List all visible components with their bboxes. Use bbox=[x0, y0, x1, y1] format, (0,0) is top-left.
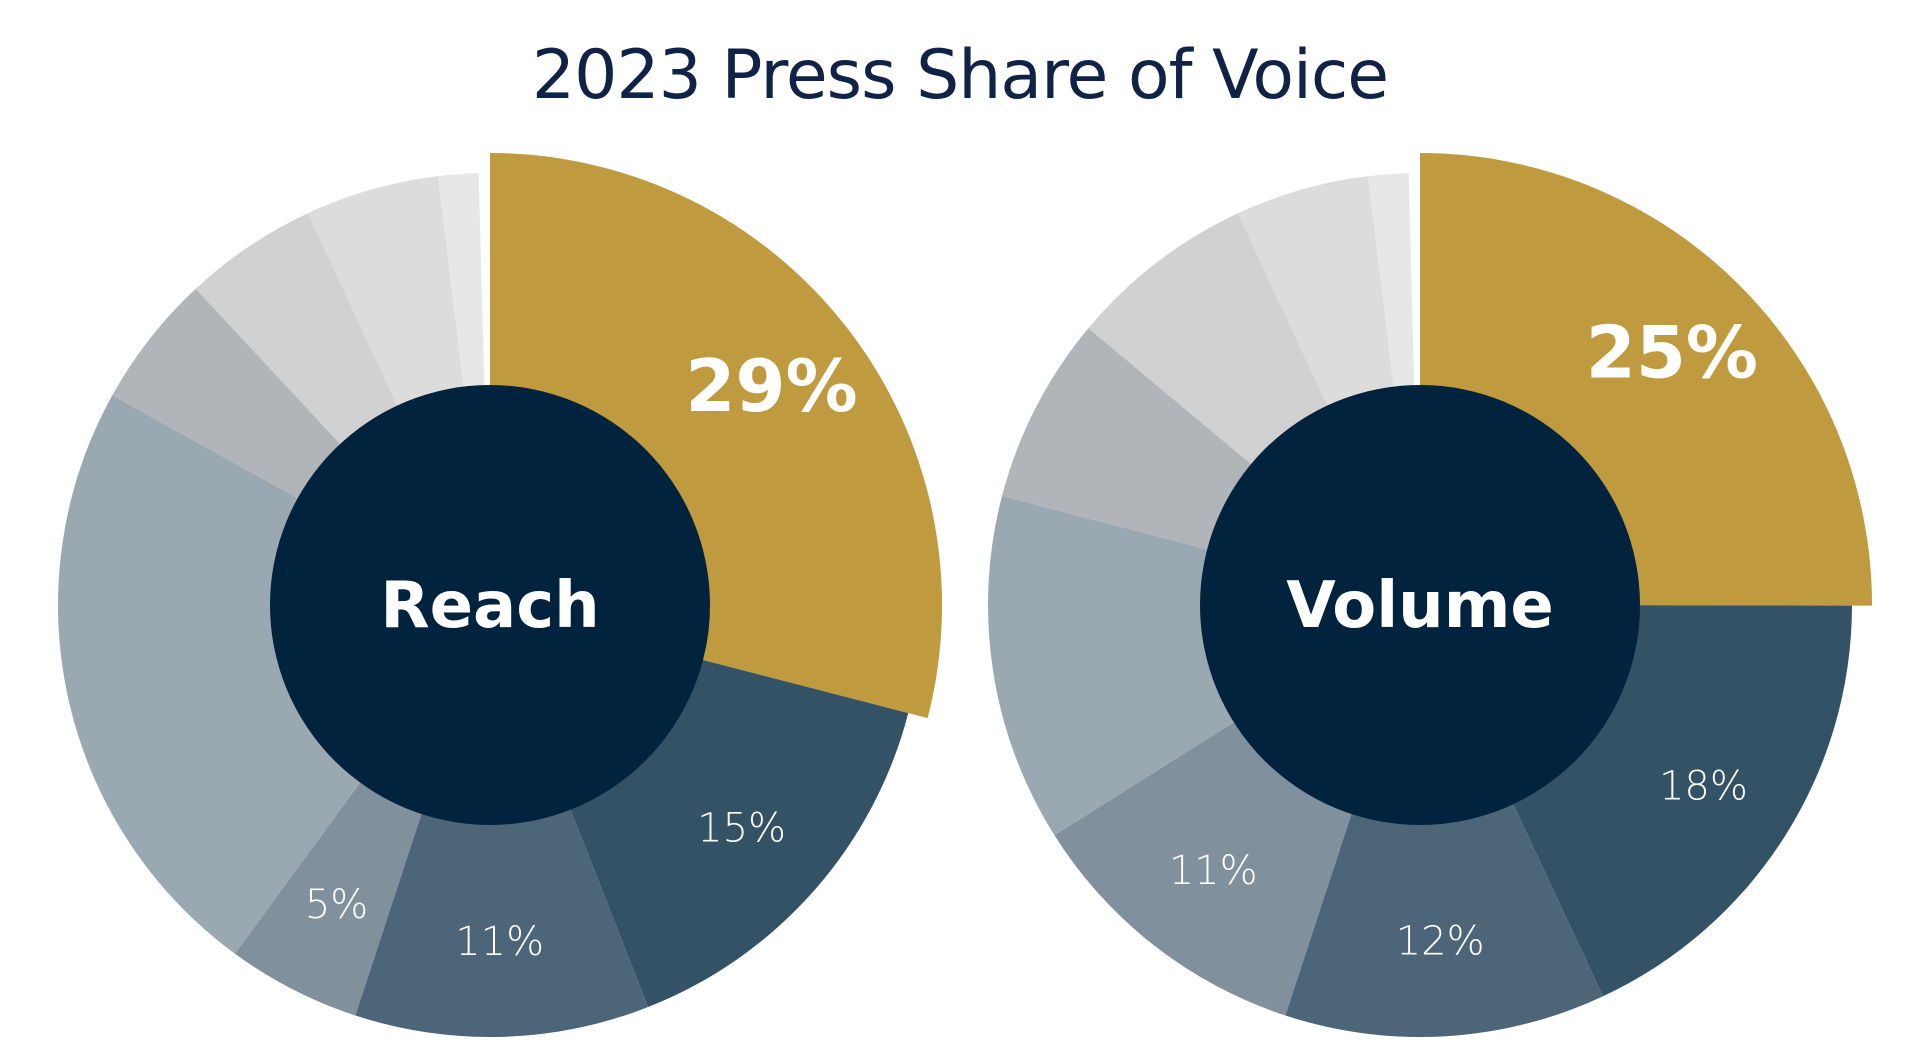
slice-label: 18% bbox=[1659, 764, 1748, 810]
pie-volume: Volume 25% 18% 12% 11% bbox=[987, 153, 1873, 1037]
slice-label: 29% bbox=[685, 344, 857, 428]
center-label: Reach bbox=[380, 569, 599, 643]
slice-label: 25% bbox=[1586, 310, 1758, 394]
slice-label: 15% bbox=[697, 806, 786, 852]
pie-reach: Reach 29% 15% 11% 5% bbox=[58, 153, 943, 1037]
chart-title: 2023 Press Share of Voice bbox=[531, 36, 1389, 115]
slice-label: 12% bbox=[1396, 918, 1485, 964]
slice-label: 5% bbox=[305, 882, 368, 928]
center-circle bbox=[270, 385, 710, 825]
center-circle bbox=[1200, 385, 1640, 825]
slice-label: 11% bbox=[1169, 848, 1258, 894]
slice-label: 11% bbox=[455, 919, 544, 965]
pie-slice bbox=[58, 395, 491, 954]
center-label: Volume bbox=[1286, 569, 1554, 643]
